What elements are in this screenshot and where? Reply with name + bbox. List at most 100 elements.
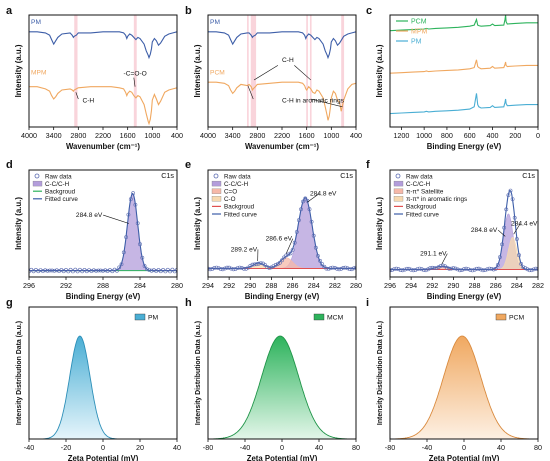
panel-h: -80 -40 0 40 80 Zeta Potential (mV) Intensity … [185, 297, 360, 461]
x-tick-label: 280 [171, 281, 183, 290]
x-tick-label: 282 [329, 281, 341, 290]
raw-data-point [440, 263, 445, 268]
raw-data-point [434, 266, 439, 271]
raw-data-point [57, 269, 62, 273]
raw-data-point [466, 267, 471, 272]
raw-data-point [413, 268, 418, 272]
raw-data-point [508, 188, 513, 193]
raw-data-point [250, 262, 255, 267]
raw-data-point [47, 268, 52, 273]
raw-data-point [481, 268, 485, 273]
raw-data-point [322, 264, 327, 269]
x-tick-label: -40 [24, 443, 34, 452]
raw-data-point [476, 266, 481, 271]
x-tick-label: 294 [202, 281, 214, 290]
raw-data-point [225, 265, 229, 270]
legend-swatch [134, 313, 146, 321]
axes-frame [389, 169, 539, 278]
axes-frame [389, 14, 539, 128]
raw-data-point [447, 266, 452, 271]
x-tick-label: 292 [60, 281, 72, 290]
raw-data-point [497, 255, 502, 260]
raw-data-point [396, 267, 401, 272]
raw-data-point [529, 268, 534, 273]
raw-data-point [241, 266, 246, 271]
raw-data-point [521, 265, 526, 270]
raw-data-point [487, 266, 492, 271]
annotation-arrow [133, 77, 136, 87]
raw-data-point [390, 268, 392, 273]
raw-data-point [261, 261, 265, 266]
raw-data-point [493, 266, 498, 271]
raw-data-point [315, 253, 320, 258]
x-axis-label: Binding Energy (eV) [427, 142, 502, 151]
highlight-band [341, 15, 345, 127]
x-axis-label: Zeta Potential (mV) [429, 454, 500, 461]
x-axis-label: Zeta Potential (mV) [68, 454, 139, 461]
raw-data-point [402, 267, 407, 272]
raw-data-point [430, 265, 435, 270]
annotation-label: PCM [210, 69, 225, 76]
raw-data-point [421, 268, 426, 272]
axes-frame [207, 169, 357, 278]
raw-data-point [91, 268, 96, 273]
raw-data-point [527, 268, 532, 273]
x-tick-label: 280 [350, 281, 362, 290]
panel-a: 4000 3400 2800 2200 1600 1000 400 Wavenumber (c… [6, 5, 183, 151]
x-tick-label: 40 [315, 443, 323, 452]
raw-data-point [288, 251, 293, 256]
annotation-label: 284.8 eV [76, 212, 103, 219]
x-tick-label: 1000 [323, 131, 339, 140]
raw-data-point [417, 266, 422, 271]
raw-data-point [115, 268, 119, 273]
x-tick-label: 2800 [249, 131, 265, 140]
raw-data-point [328, 266, 333, 271]
highlight-band [250, 15, 257, 127]
x-tick-label: 2200 [274, 131, 290, 140]
peak-fill [390, 237, 538, 270]
raw-data-point [332, 265, 337, 270]
raw-data-point [519, 261, 524, 266]
highlight-band [309, 15, 312, 127]
y-axis-label: Intensity Distribution Data (a.u.) [377, 321, 384, 425]
x-tick-label: 1200 [393, 131, 409, 140]
raw-data-point [284, 253, 289, 258]
raw-data-point [400, 268, 405, 273]
plot-area-i [390, 335, 538, 439]
raw-data-point [50, 268, 55, 273]
x-tick-label: 2800 [70, 131, 86, 140]
raw-data-point [138, 242, 142, 247]
raw-data-point [436, 265, 441, 270]
raw-data-point [222, 266, 227, 271]
x-tick-label: 282 [532, 281, 544, 290]
raw-data-point [398, 268, 403, 273]
raw-data-point [94, 268, 99, 273]
annotation-label: C-H [282, 57, 294, 64]
x-tick-label: 1000 [144, 131, 160, 140]
annotation-arrow [75, 92, 79, 100]
plot-area-g [29, 335, 177, 439]
raw-data-point [237, 265, 242, 270]
raw-data-point [121, 250, 126, 255]
x-tick-label: 290 [447, 281, 459, 290]
legend-label: C-C/C-H [45, 181, 70, 188]
x-tick-label: 288 [265, 281, 277, 290]
annotation-arrow [247, 85, 254, 100]
raw-data-point [103, 268, 108, 273]
legend-swatch [393, 196, 404, 202]
y-axis-label: Intensity (a.u.) [193, 197, 202, 250]
raw-data-point [212, 266, 217, 270]
raw-data-point [265, 265, 270, 269]
raw-data-point [411, 268, 416, 273]
raw-data-point [423, 268, 428, 273]
distribution-area [29, 336, 177, 439]
distribution-line [208, 335, 356, 439]
raw-data-point [216, 266, 221, 271]
legend-label: Raw data [224, 173, 251, 180]
raw-data-point [459, 268, 464, 273]
legend-label: C=O [224, 189, 237, 196]
legend-label: PCM [411, 19, 427, 26]
distribution-area [208, 336, 356, 439]
annotation-label: 291.1 eV [420, 251, 447, 258]
legend-swatch [211, 196, 222, 202]
